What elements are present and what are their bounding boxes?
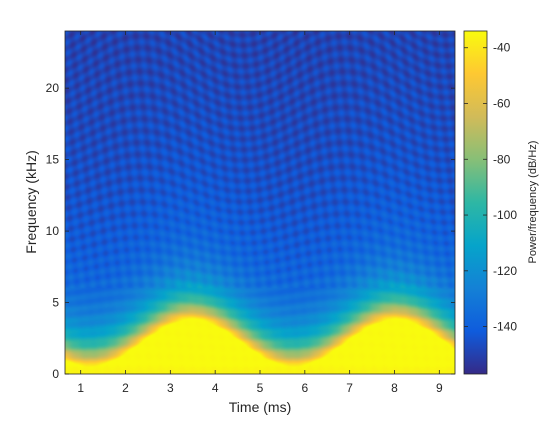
colorbar-tick-label: -60 bbox=[493, 97, 511, 111]
heatmap-image bbox=[65, 31, 455, 374]
y-tick-label: 15 bbox=[46, 153, 60, 167]
y-axis-label: Frequency (kHz) bbox=[23, 150, 39, 253]
x-tick-label: 9 bbox=[436, 381, 443, 395]
colorbar-tick-label: -40 bbox=[493, 41, 511, 55]
y-axis: 0 5 10 15 20 bbox=[46, 81, 455, 381]
colorbar-tick-label: -140 bbox=[493, 320, 517, 334]
colorbar-ticks: -140 -120 -100 -80 -60 -40 bbox=[464, 41, 517, 334]
x-tick-label: 7 bbox=[346, 381, 353, 395]
x-tick-label: 4 bbox=[212, 381, 219, 395]
colorbar: -140 -120 -100 -80 -60 -40 Power/frequency (d… bbox=[463, 30, 539, 375]
colorbar-tick-label: -100 bbox=[493, 208, 517, 222]
colorbar-tick-label: -120 bbox=[493, 264, 517, 278]
x-tick-label: 8 bbox=[391, 381, 398, 395]
y-tick-label: 20 bbox=[46, 81, 60, 95]
x-axis: 1 2 3 4 5 6 7 8 9 bbox=[77, 31, 443, 395]
colorbar-tick-label: -80 bbox=[493, 152, 511, 166]
x-axis-label: Time (ms) bbox=[229, 399, 291, 415]
x-tick-label: 6 bbox=[301, 381, 308, 395]
x-tick-label: 1 bbox=[77, 381, 84, 395]
x-tick-label: 5 bbox=[257, 381, 264, 395]
y-tick-label: 10 bbox=[46, 224, 60, 238]
heatmap-area bbox=[65, 31, 455, 374]
x-tick-label: 3 bbox=[167, 381, 174, 395]
y-tick-label: 5 bbox=[52, 296, 59, 310]
colorbar-label: Power/frequency (dB/Hz) bbox=[527, 141, 539, 264]
colorbar-gradient bbox=[463, 30, 488, 375]
y-tick-label: 0 bbox=[52, 367, 59, 381]
x-tick-label: 2 bbox=[122, 381, 129, 395]
